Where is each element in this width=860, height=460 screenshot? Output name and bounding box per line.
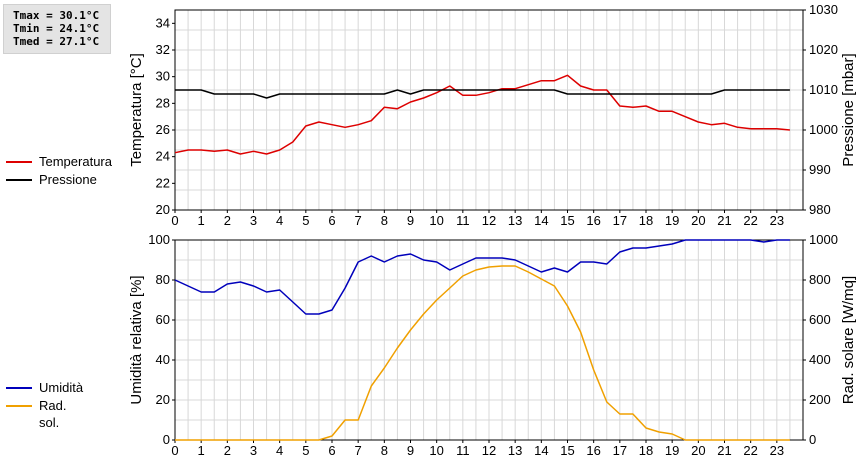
bottom-x-tick-label: 12: [482, 443, 496, 458]
bottom-x-tick-label: 9: [407, 443, 414, 458]
top-x-tick-label: 13: [508, 213, 522, 228]
bottom-x-tick-label: 20: [691, 443, 705, 458]
tmed-label: Tmed = 27.1°C: [13, 35, 100, 48]
top-x-tick-label: 3: [250, 213, 257, 228]
bottom-x-tick-label: 23: [770, 443, 784, 458]
bottom-x-tick-label: 18: [639, 443, 653, 458]
top-x-tick-label: 11: [456, 213, 470, 228]
top-x-tick-label: 10: [429, 213, 443, 228]
bottom-y2-tick-label: 1000: [809, 232, 838, 247]
series-line-umidit: [174, 239, 790, 315]
legend-swatch-radsol: [6, 405, 32, 407]
top-y2-tick-label: 990: [809, 162, 831, 177]
top-y-tick-label: 30: [156, 69, 170, 84]
top-x-tick-label: 0: [171, 213, 178, 228]
top-x-tick-label: 23: [770, 213, 784, 228]
bottom-y2-tick-label: 400: [809, 352, 831, 367]
top-x-tick-label: 18: [639, 213, 653, 228]
top-y2label: Pressione [mbar]: [840, 53, 857, 166]
top-y2-tick-label: 1020: [809, 42, 838, 57]
top-y-tick-label: 26: [156, 122, 170, 137]
bottom-y2-tick-label: 600: [809, 312, 831, 327]
top-y2-tick-label: 1010: [809, 82, 838, 97]
top-y-tick-label: 24: [156, 149, 170, 164]
top-x-tick-label: 19: [665, 213, 679, 228]
top-y2-tick-label: 1030: [809, 2, 838, 17]
tmax-label: Tmax = 30.1°C: [13, 9, 100, 22]
bottom-x-tick-label: 6: [328, 443, 335, 458]
legend-swatch-temperatura: [6, 161, 32, 163]
legend-label-temperatura: Temperatura: [39, 154, 112, 169]
top-y-tick-label: 20: [156, 202, 170, 217]
bottom-x-tick-label: 2: [224, 443, 231, 458]
bottom-x-tick-label: 0: [171, 443, 178, 458]
top-x-tick-label: 22: [743, 213, 757, 228]
bottom-y-tick-label: 40: [156, 352, 170, 367]
top-x-tick-label: 9: [407, 213, 414, 228]
top-x-tick-label: 16: [586, 213, 600, 228]
bottom-x-tick-label: 11: [456, 443, 470, 458]
bottom-y2label: Rad. solare [W/mq]: [840, 276, 857, 404]
bottom-x-tick-label: 8: [381, 443, 388, 458]
top-x-tick-label: 20: [691, 213, 705, 228]
bottom-y-tick-label: 20: [156, 392, 170, 407]
bottom-x-tick-label: 7: [355, 443, 362, 458]
bottom-x-tick-label: 13: [508, 443, 522, 458]
top-y2-tick-label: 980: [809, 202, 831, 217]
top-x-tick-label: 21: [717, 213, 731, 228]
bottom-x-tick-label: 5: [302, 443, 309, 458]
top-y-tick-label: 34: [156, 15, 170, 30]
top-y-tick-label: 28: [156, 95, 170, 110]
legend-swatch-umidita: [6, 387, 32, 389]
top-x-tick-label: 5: [302, 213, 309, 228]
top-x-tick-label: 4: [276, 213, 283, 228]
stats-box: Tmax = 30.1°C Tmin = 24.1°C Tmed = 27.1°…: [3, 4, 111, 54]
bottom-y2-tick-label: 800: [809, 272, 831, 287]
top-x-tick-label: 12: [482, 213, 496, 228]
top-y-tick-label: 32: [156, 42, 170, 57]
series-line-rad-sol: [175, 265, 790, 441]
bottom-x-tick-label: 1: [198, 443, 205, 458]
bottom-x-tick-label: 19: [665, 443, 679, 458]
top-x-tick-label: 6: [328, 213, 335, 228]
bottom-y-tick-label: 80: [156, 272, 170, 287]
top-x-tick-label: 15: [560, 213, 574, 228]
top-x-tick-label: 8: [381, 213, 388, 228]
legend-swatch-pressione: [6, 179, 32, 181]
bottom-x-tick-label: 21: [717, 443, 731, 458]
series-line-pressione: [175, 89, 790, 99]
top-ylabel: Temperatura [°C]: [128, 53, 145, 167]
bottom-y-tick-label: 100: [148, 232, 170, 247]
bottom-x-tick-label: 10: [429, 443, 443, 458]
series-line-temperatura: [174, 74, 790, 155]
bottom-y-tick-label: 0: [163, 432, 170, 447]
bottom-x-tick-label: 17: [613, 443, 627, 458]
legend-label-pressione: Pressione: [39, 172, 97, 187]
bottom-y-tick-label: 60: [156, 312, 170, 327]
legend-label-radsol: Rad. sol.: [39, 398, 67, 430]
bottom-ylabel: Umidità relativa [%]: [128, 275, 145, 404]
legend-label-umidita: Umidità: [39, 380, 84, 395]
bottom-x-tick-label: 4: [276, 443, 283, 458]
bottom-x-tick-label: 16: [586, 443, 600, 458]
bottom-y2-tick-label: 0: [809, 432, 816, 447]
bottom-y2-tick-label: 200: [809, 392, 831, 407]
top-x-tick-label: 14: [534, 213, 548, 228]
tmin-label: Tmin = 24.1°C: [13, 22, 100, 35]
top-x-tick-label: 7: [355, 213, 362, 228]
bottom-x-tick-label: 22: [743, 443, 757, 458]
top-y2-tick-label: 1000: [809, 122, 838, 137]
bottom-x-tick-label: 15: [560, 443, 574, 458]
top-x-tick-label: 17: [613, 213, 627, 228]
bottom-x-tick-label: 14: [534, 443, 548, 458]
top-x-tick-label: 2: [224, 213, 231, 228]
top-y-tick-label: 22: [156, 175, 170, 190]
bottom-x-tick-label: 3: [250, 443, 257, 458]
top-x-tick-label: 1: [198, 213, 205, 228]
